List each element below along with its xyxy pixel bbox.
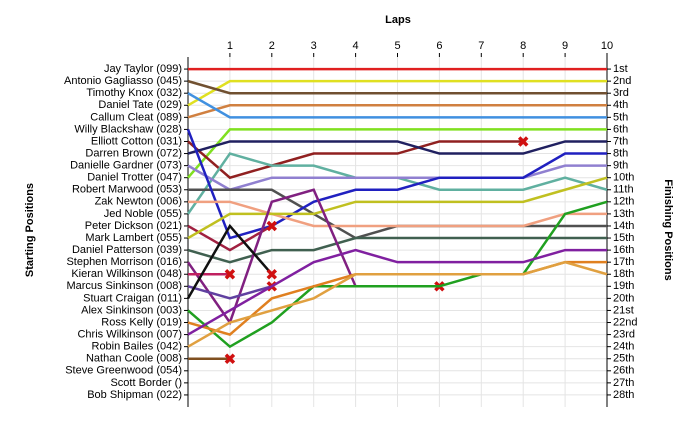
y-tick-label: Daniel Trotter (047)	[87, 172, 182, 184]
y-tick-label: Steve Greenwood (054)	[65, 365, 182, 377]
y-tick-label: Marcus Sinkinson (008)	[66, 280, 182, 292]
y-tick-label: Ross Kelly (019)	[101, 316, 182, 328]
y-tick-label: Kieran Wilkinson (048)	[71, 268, 182, 280]
y2-tick-label: 9th	[613, 160, 628, 172]
retired-marker	[224, 353, 236, 364]
y-tick-label: Jed Noble (055)	[104, 208, 182, 220]
y2-tick-label: 13th	[613, 208, 634, 220]
series-line	[186, 223, 273, 300]
y-tick-label: Danielle Gardner (073)	[70, 160, 182, 172]
y2-tick-label: 3rd	[613, 87, 629, 99]
x-tick-label: 2	[269, 40, 275, 52]
y-tick-label: Stephen Morrison (016)	[66, 256, 182, 268]
y2-tick-label: 16th	[613, 244, 634, 256]
y-tick-label: Stuart Craigan (011)	[83, 292, 182, 304]
y2-axis-label: Finishing Positions	[662, 179, 674, 280]
y2-tick-label: 14th	[613, 220, 634, 232]
y2-tick-label: 4th	[613, 99, 628, 111]
x-tick-label: 4	[353, 40, 359, 52]
retired-marker	[517, 136, 529, 147]
y-tick-label: Chris Wilkinson (007)	[77, 328, 182, 340]
y2-tick-label: 7th	[613, 135, 628, 147]
series-line	[187, 248, 607, 336]
x-tick-label: 7	[478, 40, 484, 52]
chart-title: Laps	[385, 14, 411, 26]
y2-tick-label: 2nd	[613, 75, 631, 87]
y2-tick-label: 22nd	[613, 316, 637, 328]
y-tick-label: Darren Brown (072)	[85, 147, 182, 159]
x-tick-label: 10	[601, 40, 613, 52]
x-tick-label: 8	[520, 40, 526, 52]
y-axis-label: Starting Positions	[24, 183, 36, 277]
y-tick-label: Robin Bailes (042)	[92, 341, 183, 353]
y2-tick-label: 5th	[613, 111, 628, 123]
y-tick-label: Scott Border ()	[110, 377, 182, 389]
x-tick-label: 9	[562, 40, 568, 52]
series-line	[187, 79, 607, 107]
y2-tick-label: 23rd	[613, 328, 635, 340]
y2-tick-label: 18th	[613, 268, 634, 280]
series-line	[187, 200, 608, 349]
y-tick-label: Jay Taylor (099)	[104, 63, 182, 75]
series-line	[187, 260, 608, 348]
y-tick-label: Antonio Gagliasso (045)	[64, 75, 182, 87]
y2-tick-label: 17th	[613, 256, 634, 268]
y2-tick-label: 19th	[613, 280, 634, 292]
x-tick-label: 5	[394, 40, 400, 52]
y2-tick-label: 25th	[613, 353, 634, 365]
y-tick-label: Robert Marwood (053)	[72, 184, 182, 196]
y-tick-label: Timothy Knox (032)	[86, 87, 182, 99]
y-tick-label: Daniel Patterson (039)	[72, 244, 182, 256]
y-tick-label: Daniel Tate (029)	[98, 99, 182, 111]
series-line	[187, 92, 607, 119]
series-line	[187, 164, 607, 192]
retired-marker	[266, 220, 278, 232]
x-tick-label: 3	[311, 40, 317, 52]
y-tick-label: Willy Blackshaw (028)	[74, 123, 182, 135]
y2-tick-label: 28th	[613, 389, 634, 401]
series-line	[186, 128, 607, 240]
y2-tick-label: 10th	[613, 172, 634, 184]
y2-tick-label: 12th	[613, 196, 634, 208]
series-line	[187, 140, 524, 180]
series-line	[187, 79, 607, 95]
y-tick-label: Zak Newton (006)	[95, 196, 182, 208]
y2-tick-label: 24th	[613, 341, 634, 353]
retired-marker	[224, 269, 236, 280]
y2-tick-label: 27th	[613, 377, 634, 389]
y2-tick-label: 6th	[613, 123, 628, 135]
y2-tick-label: 1st	[613, 63, 628, 75]
series-line	[187, 224, 273, 252]
y2-tick-label: 21st	[613, 304, 634, 316]
series-line	[187, 176, 608, 240]
y-tick-label: Nathan Coole (008)	[86, 353, 182, 365]
series-line	[187, 104, 607, 119]
y-tick-label: Peter Dickson (021)	[85, 220, 182, 232]
x-tick-label: 1	[227, 40, 233, 52]
y2-tick-label: 26th	[613, 365, 634, 377]
y2-tick-label: 15th	[613, 232, 634, 244]
y-tick-label: Bob Shipman (022)	[87, 389, 182, 401]
y-tick-label: Elliott Cotton (031)	[91, 135, 182, 147]
series-line	[187, 140, 607, 155]
series-line	[187, 236, 607, 264]
series-line	[188, 200, 607, 228]
y2-tick-label: 11th	[613, 184, 634, 196]
series-line	[187, 285, 273, 300]
x-tick-label: 6	[436, 40, 442, 52]
y-tick-label: Mark Lambert (055)	[85, 232, 182, 244]
y-tick-label: Alex Sinkinson (003)	[81, 304, 182, 316]
y2-tick-label: 8th	[613, 147, 628, 159]
series-line	[187, 128, 607, 179]
retired-marker	[266, 269, 278, 280]
y-tick-label: Callum Cleat (089)	[90, 111, 182, 123]
y2-tick-label: 20th	[613, 292, 634, 304]
